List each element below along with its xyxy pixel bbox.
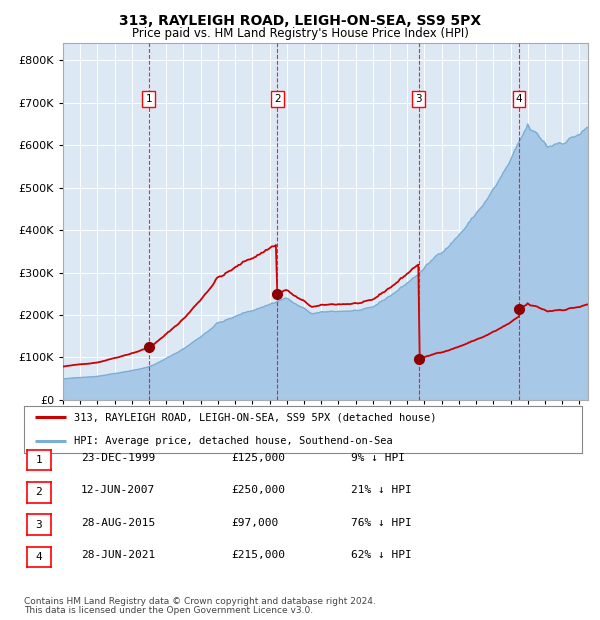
Text: £125,000: £125,000	[231, 453, 285, 463]
Text: 9% ↓ HPI: 9% ↓ HPI	[351, 453, 405, 463]
Text: 1: 1	[35, 455, 43, 465]
Text: 12-JUN-2007: 12-JUN-2007	[81, 485, 155, 495]
Text: £97,000: £97,000	[231, 518, 278, 528]
Text: 3: 3	[415, 94, 422, 104]
Text: £215,000: £215,000	[231, 550, 285, 560]
Text: £250,000: £250,000	[231, 485, 285, 495]
Text: 23-DEC-1999: 23-DEC-1999	[81, 453, 155, 463]
Text: 76% ↓ HPI: 76% ↓ HPI	[351, 518, 412, 528]
Text: 28-AUG-2015: 28-AUG-2015	[81, 518, 155, 528]
Text: 28-JUN-2021: 28-JUN-2021	[81, 550, 155, 560]
Text: 313, RAYLEIGH ROAD, LEIGH-ON-SEA, SS9 5PX: 313, RAYLEIGH ROAD, LEIGH-ON-SEA, SS9 5P…	[119, 14, 481, 28]
Text: 313, RAYLEIGH ROAD, LEIGH-ON-SEA, SS9 5PX (detached house): 313, RAYLEIGH ROAD, LEIGH-ON-SEA, SS9 5P…	[74, 412, 437, 422]
Text: 21% ↓ HPI: 21% ↓ HPI	[351, 485, 412, 495]
Text: 62% ↓ HPI: 62% ↓ HPI	[351, 550, 412, 560]
Text: 1: 1	[145, 94, 152, 104]
Text: Price paid vs. HM Land Registry's House Price Index (HPI): Price paid vs. HM Land Registry's House …	[131, 27, 469, 40]
Text: 4: 4	[35, 552, 43, 562]
Text: 2: 2	[35, 487, 43, 497]
Text: HPI: Average price, detached house, Southend-on-Sea: HPI: Average price, detached house, Sout…	[74, 435, 393, 446]
Text: 3: 3	[35, 520, 43, 529]
Text: Contains HM Land Registry data © Crown copyright and database right 2024.: Contains HM Land Registry data © Crown c…	[24, 597, 376, 606]
Text: 4: 4	[515, 94, 522, 104]
Text: This data is licensed under the Open Government Licence v3.0.: This data is licensed under the Open Gov…	[24, 606, 313, 615]
Text: 2: 2	[274, 94, 281, 104]
